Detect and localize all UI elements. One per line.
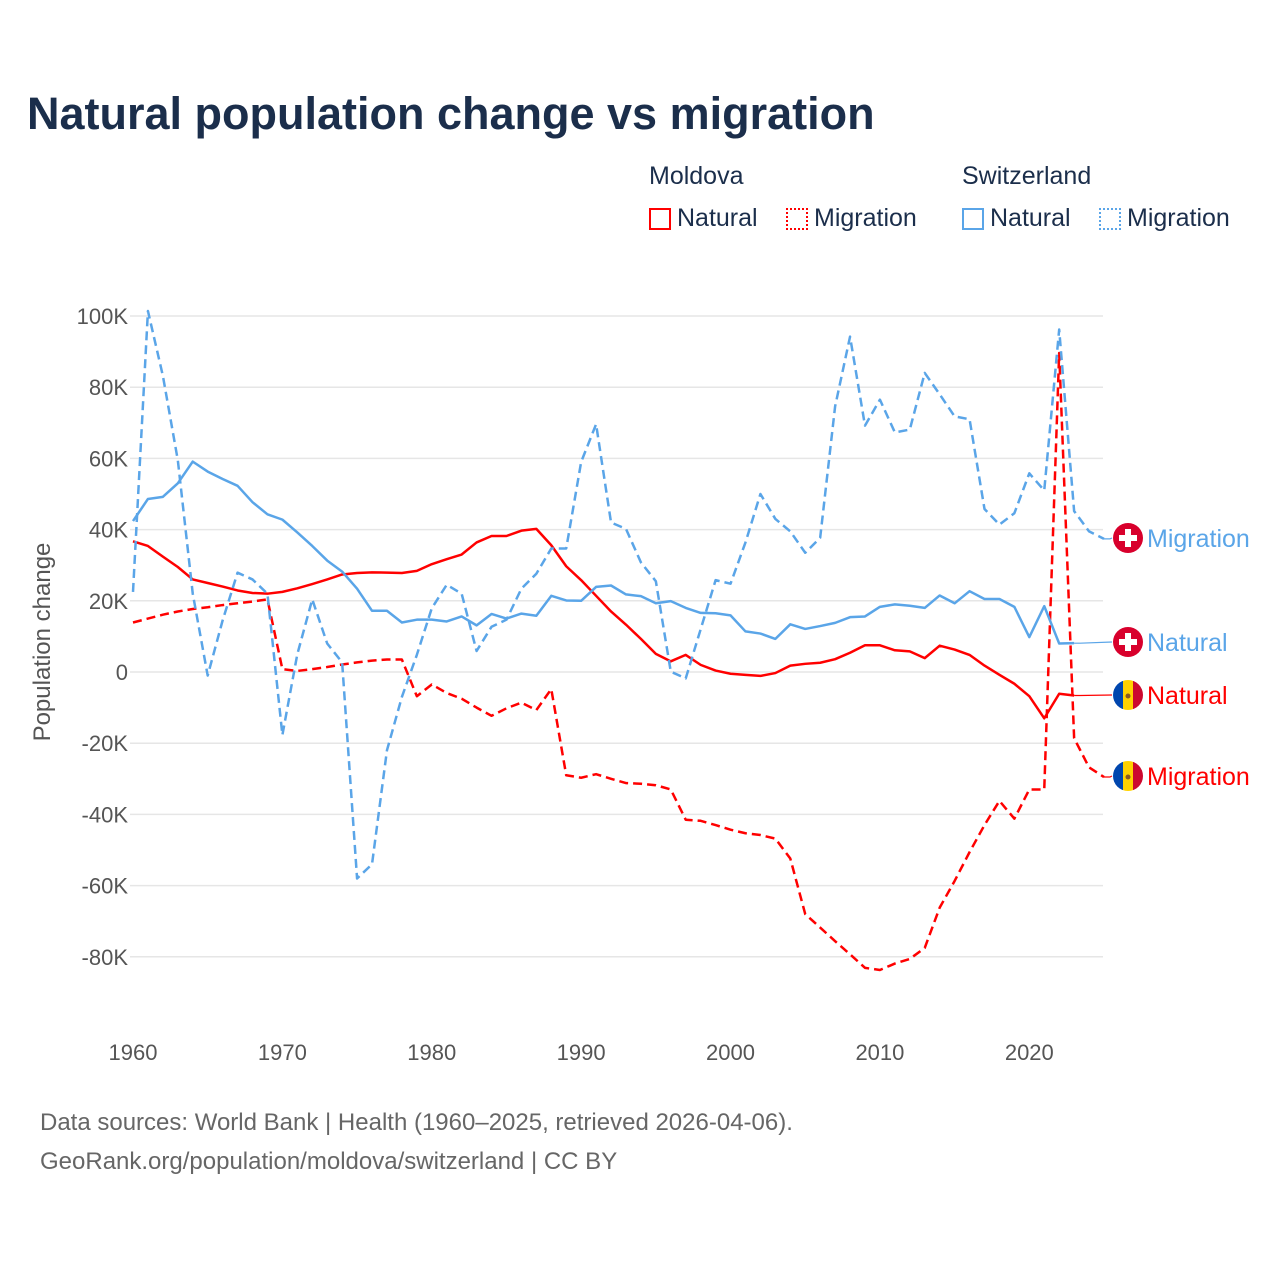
- legend-label: Migration: [1127, 204, 1230, 232]
- legend-swatch-solid-icon: [962, 207, 984, 230]
- switzerland-migration-line: [131, 309, 1105, 880]
- legend-swatch-solid-icon: [649, 207, 671, 230]
- legend-switzerland-migration[interactable]: Migration: [1099, 204, 1230, 233]
- y-tick-label: -40K: [82, 802, 129, 827]
- series-end-label: Migration: [1147, 525, 1250, 553]
- label-leader-line: [1104, 775, 1113, 778]
- switzerland-flag-icon: [1113, 627, 1143, 657]
- legend-moldova-natural[interactable]: Natural: [649, 204, 758, 233]
- flag-stripe: [1133, 761, 1143, 791]
- switzerland-flag-icon: [1113, 523, 1143, 553]
- footer-link[interactable]: GeoRank.org/population/moldova/switzerla…: [40, 1148, 618, 1175]
- x-tick-label: 1990: [557, 1040, 606, 1065]
- y-axis-title: Population change: [29, 543, 56, 742]
- legend-switzerland-natural[interactable]: Natural: [962, 204, 1071, 233]
- switzerland-natural-line: [131, 460, 1075, 645]
- y-tick-label: 0: [116, 660, 128, 685]
- flag-body: [1113, 680, 1143, 710]
- flag-body: [1113, 761, 1143, 791]
- y-tick-label: -60K: [82, 874, 129, 899]
- series-end-label: Natural: [1147, 629, 1228, 657]
- y-tick-label: 20K: [89, 589, 128, 614]
- chart-title: Natural population change vs migration: [27, 88, 875, 139]
- legend-label: Natural: [990, 204, 1071, 232]
- flag-cross: [1119, 535, 1137, 541]
- y-tick-label: 80K: [89, 375, 128, 400]
- flag-stripe: [1113, 761, 1123, 791]
- legend-swatch-dotted-icon: [1099, 207, 1121, 230]
- legend-group-switzerland: Switzerland: [962, 162, 1092, 190]
- legend-swatch-dotted-icon: [786, 207, 808, 230]
- y-tick-label: -80K: [82, 945, 129, 970]
- y-tick-label: -20K: [82, 731, 129, 756]
- flag-cross: [1119, 639, 1137, 645]
- flag-emblem: [1125, 693, 1131, 699]
- x-tick-label: 1960: [109, 1040, 158, 1065]
- flag-stripe: [1113, 680, 1123, 710]
- series-end-label: Natural: [1147, 682, 1228, 710]
- y-tick-label: 100K: [77, 304, 129, 329]
- y-tick-label: 40K: [89, 518, 128, 543]
- footer-sources: Data sources: World Bank | Health (1960–…: [40, 1109, 793, 1136]
- label-leader-line: [1104, 537, 1113, 540]
- y-tick-label: 60K: [89, 446, 128, 471]
- legend-group-moldova: Moldova: [649, 162, 744, 190]
- x-tick-label: 1970: [258, 1040, 307, 1065]
- moldova-flag-icon: [1113, 761, 1143, 791]
- moldova-flag-icon: [1113, 680, 1143, 710]
- x-tick-label: 1980: [407, 1040, 456, 1065]
- legend-label: Migration: [814, 204, 917, 232]
- legend-moldova-migration[interactable]: Migration: [786, 204, 917, 233]
- legend-label: Natural: [677, 204, 758, 232]
- moldova-natural-line: [132, 527, 1075, 720]
- x-tick-label: 2010: [855, 1040, 904, 1065]
- series-end-label: Migration: [1147, 763, 1250, 791]
- flag-emblem: [1125, 774, 1131, 780]
- label-leader-line: [1074, 641, 1113, 644]
- moldova-migration-line: [132, 351, 1105, 972]
- x-tick-label: 2020: [1005, 1040, 1054, 1065]
- x-tick-label: 2000: [706, 1040, 755, 1065]
- flag-stripe: [1133, 680, 1143, 710]
